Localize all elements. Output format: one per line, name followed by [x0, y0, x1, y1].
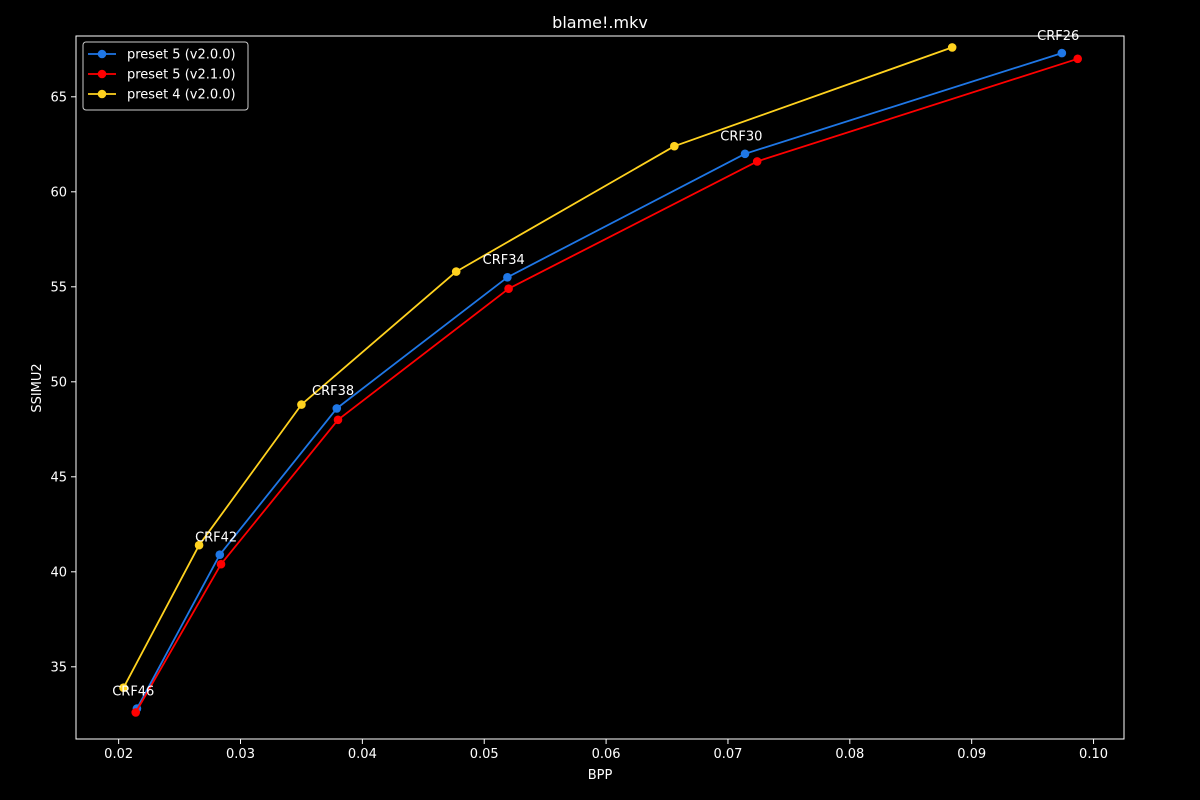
- x-tick-label: 0.05: [470, 747, 499, 762]
- data-point: [332, 404, 342, 413]
- data-point: [451, 267, 461, 276]
- data-point: [504, 284, 513, 294]
- x-tick-label: 0.07: [713, 747, 742, 762]
- y-tick-label: 50: [50, 375, 67, 390]
- chart-title: blame!.mkv: [552, 13, 648, 32]
- crf-annotation: CRF34: [483, 253, 525, 268]
- y-tick-label: 60: [50, 185, 67, 200]
- plot-area: [75, 35, 1125, 740]
- y-tick-label: 45: [50, 470, 67, 485]
- data-point: [131, 708, 141, 717]
- legend-label: preset 4 (v2.0.0): [127, 88, 236, 103]
- y-axis-ticks: 35 40 45 50 55 60 65: [50, 90, 76, 675]
- crf-annotation: CRF30: [720, 130, 762, 145]
- series-2: [131, 54, 1082, 717]
- data-point: [216, 559, 226, 569]
- series-line: [134, 57, 1078, 713]
- data-point: [752, 157, 762, 166]
- data-point: [503, 273, 512, 282]
- series-layer: [119, 43, 1082, 717]
- legend-entry: preset 5 (v2.1.0): [88, 68, 236, 83]
- data-point: [297, 400, 306, 409]
- x-axis-ticks: 0.02 0.03 0.04 0.05 0.06 0.07 0.08 0.09 0.10: [104, 739, 1108, 762]
- legend-marker: [97, 49, 107, 59]
- x-tick-label: 0.04: [348, 747, 377, 762]
- x-tick-label: 0.03: [226, 747, 255, 762]
- x-tick-label: 0.09: [957, 747, 986, 762]
- legend-entry: preset 5 (v2.0.0): [88, 48, 236, 63]
- data-point: [333, 415, 343, 425]
- legend-label: preset 5 (v2.0.0): [127, 48, 236, 63]
- y-tick-label: 55: [50, 280, 67, 295]
- legend-marker: [97, 69, 107, 79]
- series-3: [119, 43, 957, 692]
- data-point: [1073, 54, 1082, 64]
- data-point: [947, 43, 957, 52]
- series-line: [122, 46, 953, 689]
- legend-entry: preset 4 (v2.0.0): [88, 88, 236, 103]
- x-tick-label: 0.06: [592, 747, 621, 762]
- crf-annotation: CRF42: [195, 530, 237, 545]
- crf-annotation: CRF46: [112, 684, 154, 699]
- legend-marker: [97, 89, 107, 99]
- x-tick-label: 0.10: [1079, 747, 1108, 762]
- y-tick-label: 65: [50, 90, 67, 105]
- series-1: [132, 48, 1067, 713]
- crf-annotation: CRF26: [1037, 29, 1079, 44]
- y-tick-label: 35: [50, 660, 67, 675]
- y-tick-label: 40: [50, 565, 67, 580]
- data-point: [194, 540, 204, 550]
- annotation-layer: CRF46 CRF42 CRF38 CRF34 CRF30 CRF26: [112, 29, 1079, 699]
- x-tick-label: 0.02: [104, 747, 133, 762]
- x-axis-label: BPP: [588, 768, 613, 783]
- data-point: [119, 683, 128, 692]
- legend-label: preset 5 (v2.1.0): [127, 68, 236, 83]
- legend-box: [82, 41, 249, 111]
- data-point: [215, 550, 225, 559]
- plot-frame: [75, 35, 1125, 740]
- x-tick-label: 0.08: [835, 747, 864, 762]
- data-point: [740, 149, 750, 159]
- y-axis-label: SSIMU2: [30, 363, 45, 412]
- crf-annotation: CRF38: [312, 384, 354, 399]
- data-point: [1057, 48, 1067, 58]
- legend: preset 5 (v2.0.0) preset 5 (v2.1.0) preset…: [82, 41, 249, 111]
- data-point: [670, 141, 679, 151]
- series-line: [136, 52, 1063, 710]
